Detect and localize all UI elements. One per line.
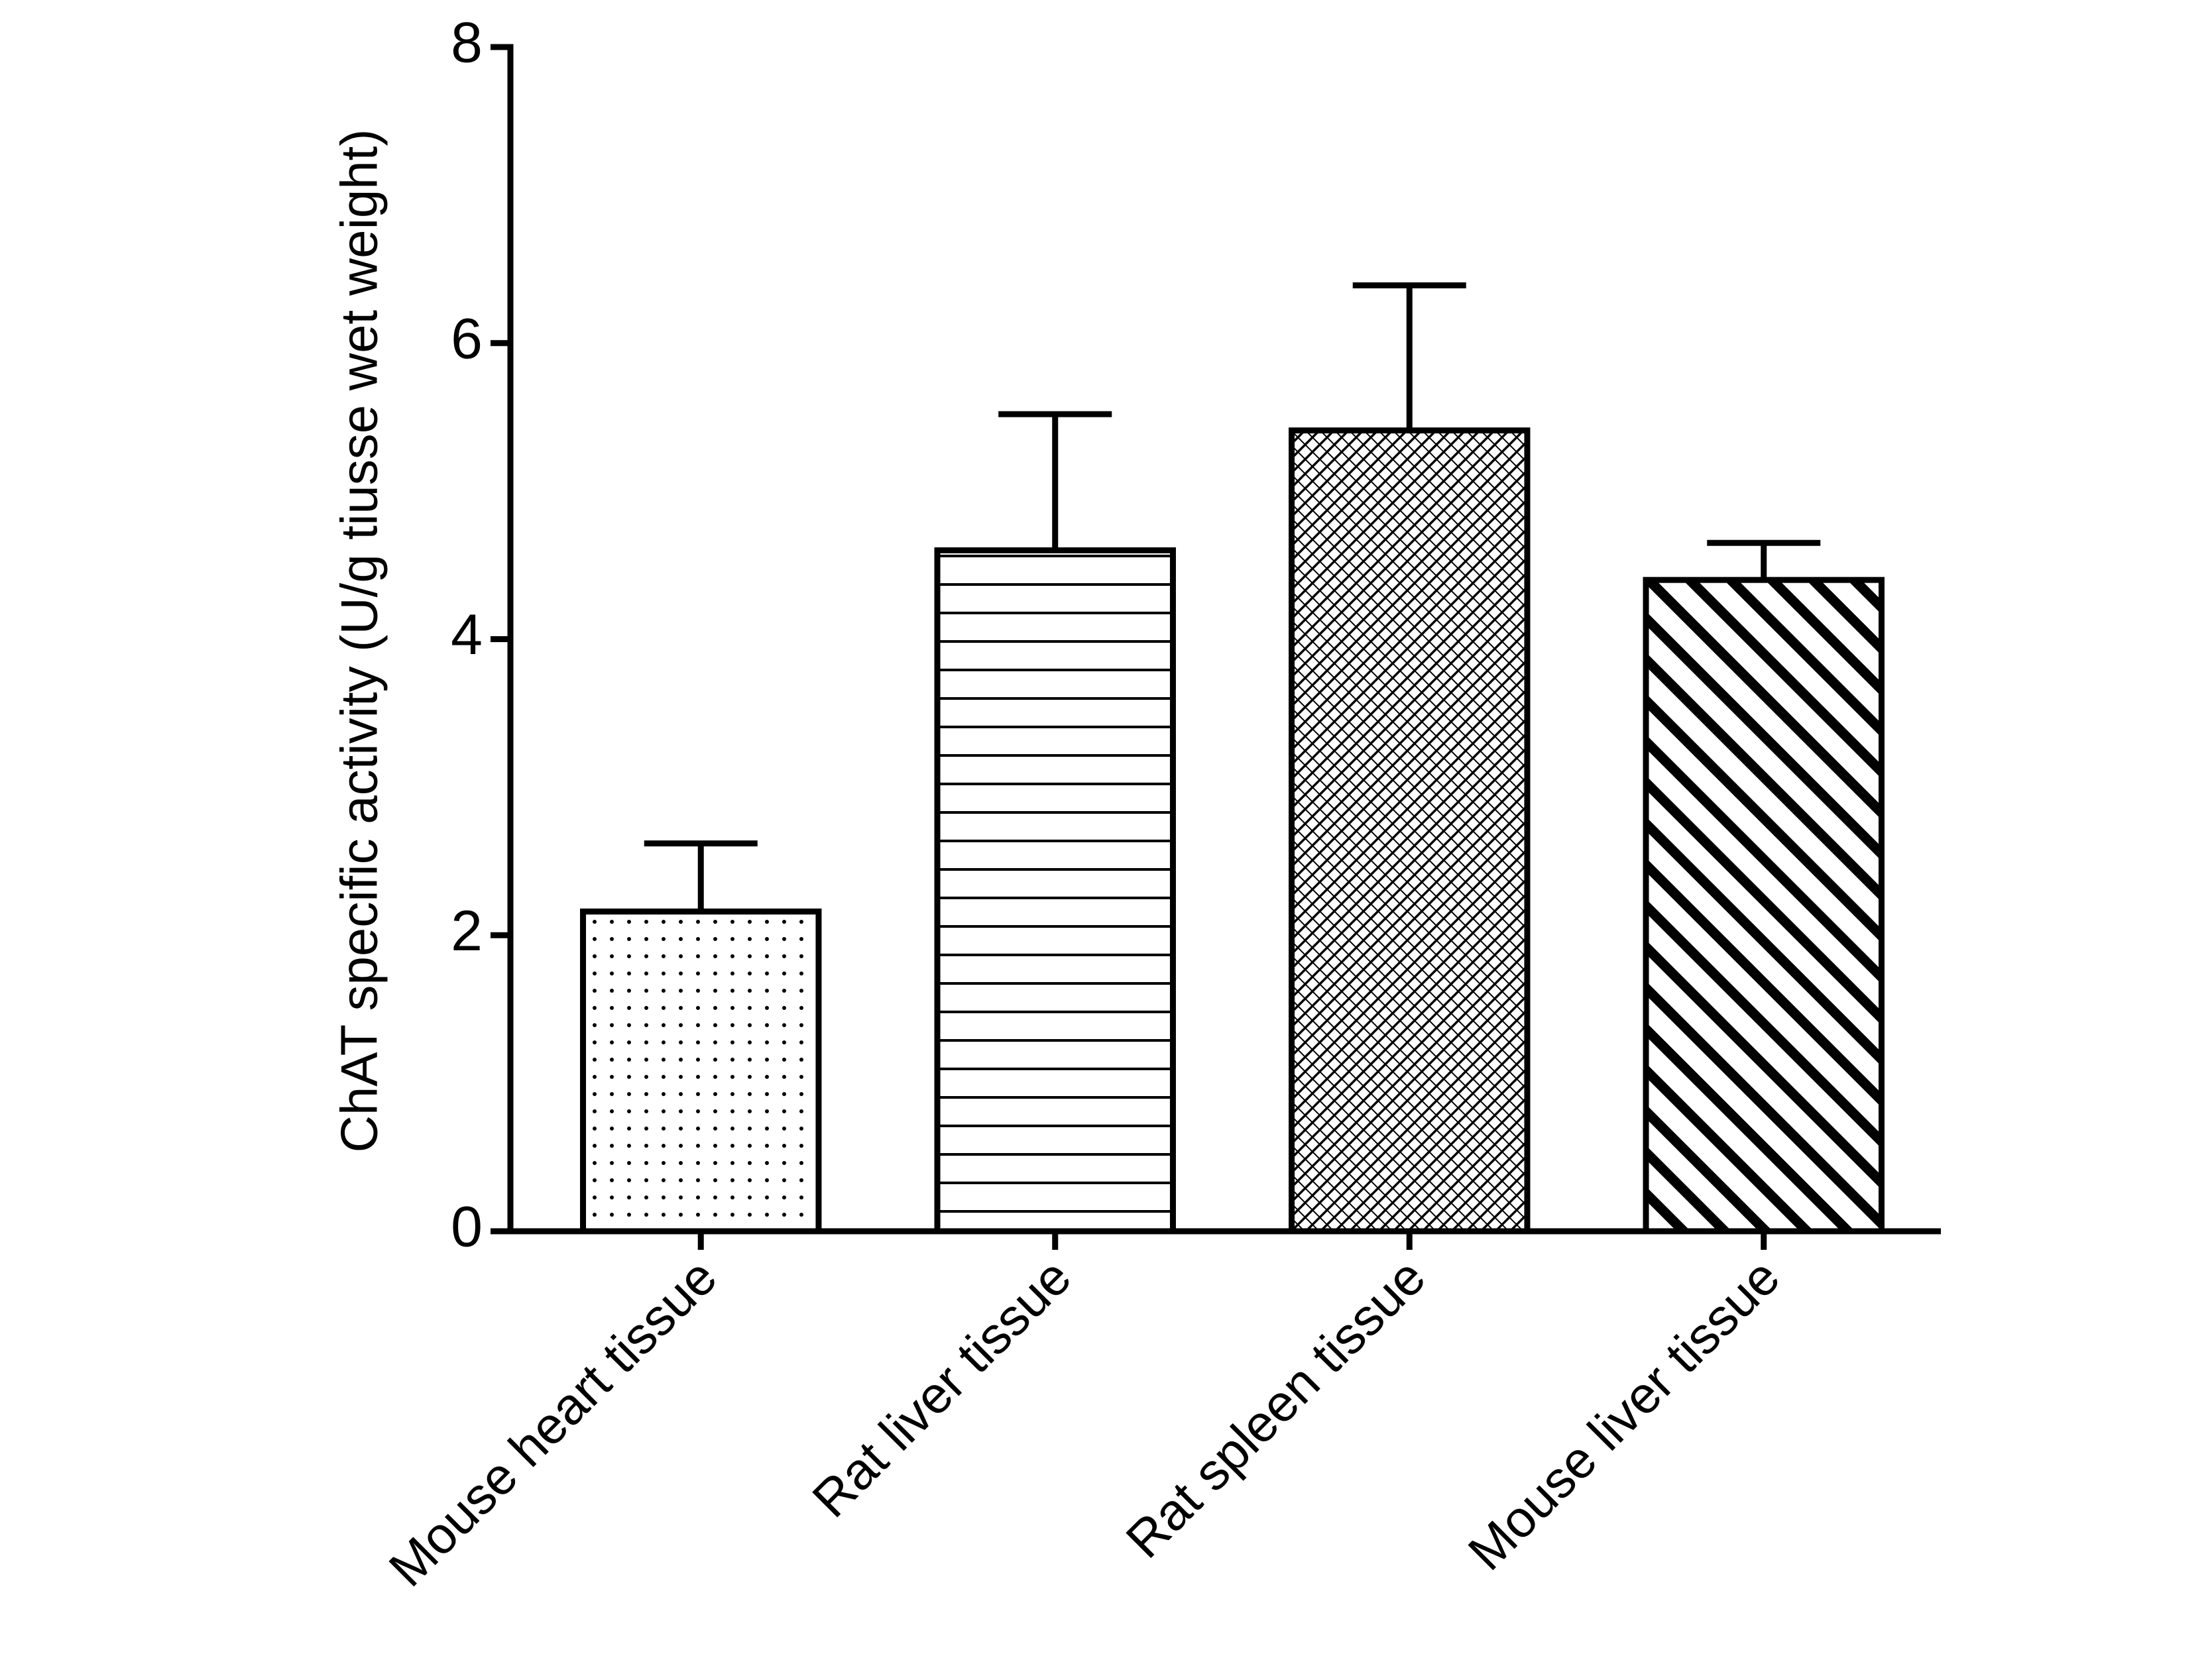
bar [580, 909, 822, 1235]
y-tick-label: 6 [451, 307, 483, 370]
x-tick-label: Rat liver tissue [801, 1247, 1082, 1528]
y-tick-label: 8 [451, 11, 483, 75]
x-tick-label: Mouse heart tissue [378, 1247, 728, 1597]
y-axis-label: ChAT specific activity (U/g tiusse wet w… [330, 129, 388, 1153]
x-tick-label: Mouse liver tissue [1457, 1247, 1791, 1581]
y-tick-label: 0 [451, 1195, 483, 1259]
y-tick-label: 4 [451, 603, 483, 667]
bar [1289, 427, 1531, 1235]
y-tick-label: 2 [451, 899, 483, 963]
x-tick-label: Rat spleen tissue [1115, 1247, 1436, 1569]
bar [1643, 577, 1885, 1235]
bar [934, 547, 1176, 1235]
